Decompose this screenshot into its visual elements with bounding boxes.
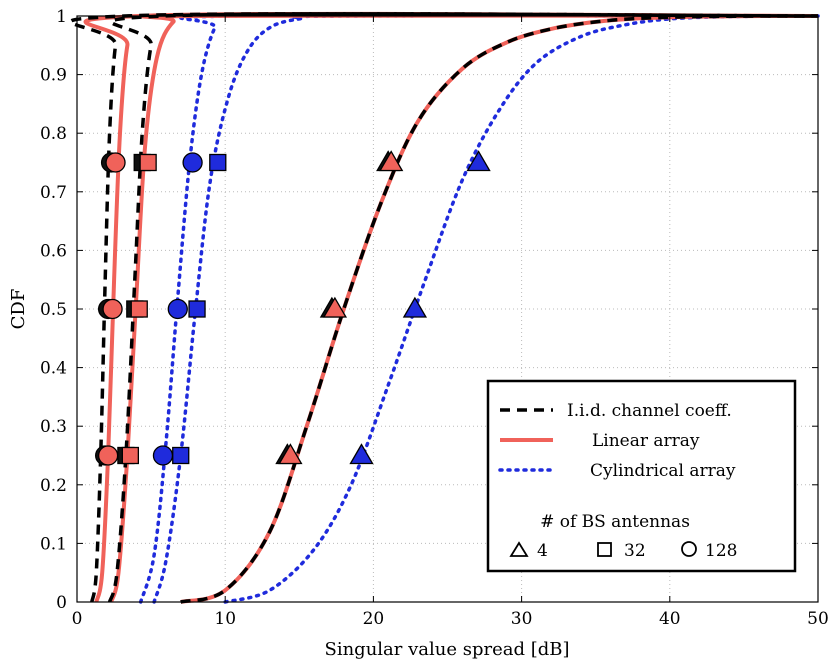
axis-ticks: 0 10 20 30 40 50 0 0.1 0.2 0.3 0.4 0.5 0.6 0.7 0.8 0.9 1	[40, 7, 829, 629]
legend-marker-label-4: 4	[537, 541, 548, 561]
x-tick-label: 50	[807, 609, 829, 629]
series-line-iid-4	[180, 14, 819, 604]
y-tick-label: 0.3	[40, 417, 67, 437]
y-tick-label: 0.6	[40, 241, 67, 261]
marker-square-cylindrical	[172, 446, 190, 465]
legend-marker-label-32: 32	[624, 541, 646, 561]
marker-triangle-cylindrical	[349, 443, 374, 465]
marker-circle-cylindrical	[167, 298, 188, 320]
marker-square-linear	[121, 446, 140, 465]
y-tick-label: 1	[56, 7, 67, 27]
legend-marker-label-128: 128	[705, 541, 737, 561]
marker-square-cylindrical	[209, 153, 227, 172]
series-line-iid-32	[107, 12, 819, 603]
legend-box	[486, 379, 797, 573]
marker-triangle-linear	[379, 150, 404, 172]
y-tick-label: 0.7	[40, 183, 67, 203]
y-tick-label: 0.4	[40, 359, 67, 379]
y-tick-label: 0.5	[40, 300, 67, 320]
x-tick-label: 20	[363, 609, 385, 629]
y-axis-label: CDF	[8, 289, 29, 330]
x-tick-label: 10	[214, 609, 236, 629]
x-tick-label: 0	[72, 609, 83, 629]
legend-label-iid: I.i.d. channel coeff.	[567, 401, 732, 421]
marker-circle-linear	[105, 152, 126, 173]
y-tick-label: 0.9	[40, 66, 67, 86]
legend: I.i.d. channel coeff. Linear array Cylin…	[486, 379, 797, 573]
series-line-iid-128	[69, 12, 819, 603]
y-tick-label: 0.1	[40, 534, 67, 554]
marker-layer	[95, 150, 491, 466]
marker-triangle-linear	[322, 296, 348, 318]
marker-square-cylindrical	[188, 300, 206, 318]
y-tick-label: 0.2	[40, 476, 67, 496]
marker-square-linear	[139, 153, 157, 172]
marker-circle-cylindrical	[182, 152, 203, 173]
marker-triangle-cylindrical	[402, 296, 428, 318]
legend-label-cylindrical: Cylindrical array	[590, 461, 736, 481]
x-axis-label: Singular value spread [dB]	[324, 639, 569, 660]
x-tick-label: 30	[511, 609, 533, 629]
legend-triangle-icon	[509, 541, 529, 557]
x-tick-label: 40	[659, 609, 681, 629]
marker-circle-cylindrical	[152, 445, 174, 466]
marker-circle-linear	[97, 445, 119, 466]
legend-markers-title: # of BS antennas	[540, 512, 690, 532]
marker-square-linear	[130, 300, 148, 318]
y-tick-label: 0.8	[40, 124, 67, 144]
legend-circle-icon	[681, 541, 697, 557]
marker-circle-linear	[102, 298, 123, 320]
legend-label-linear: Linear array	[592, 431, 700, 451]
y-tick-label: 0	[56, 593, 67, 613]
legend-square-icon	[597, 542, 612, 557]
marker-triangle-linear	[278, 443, 303, 465]
marker-triangle-cylindrical	[466, 150, 491, 172]
